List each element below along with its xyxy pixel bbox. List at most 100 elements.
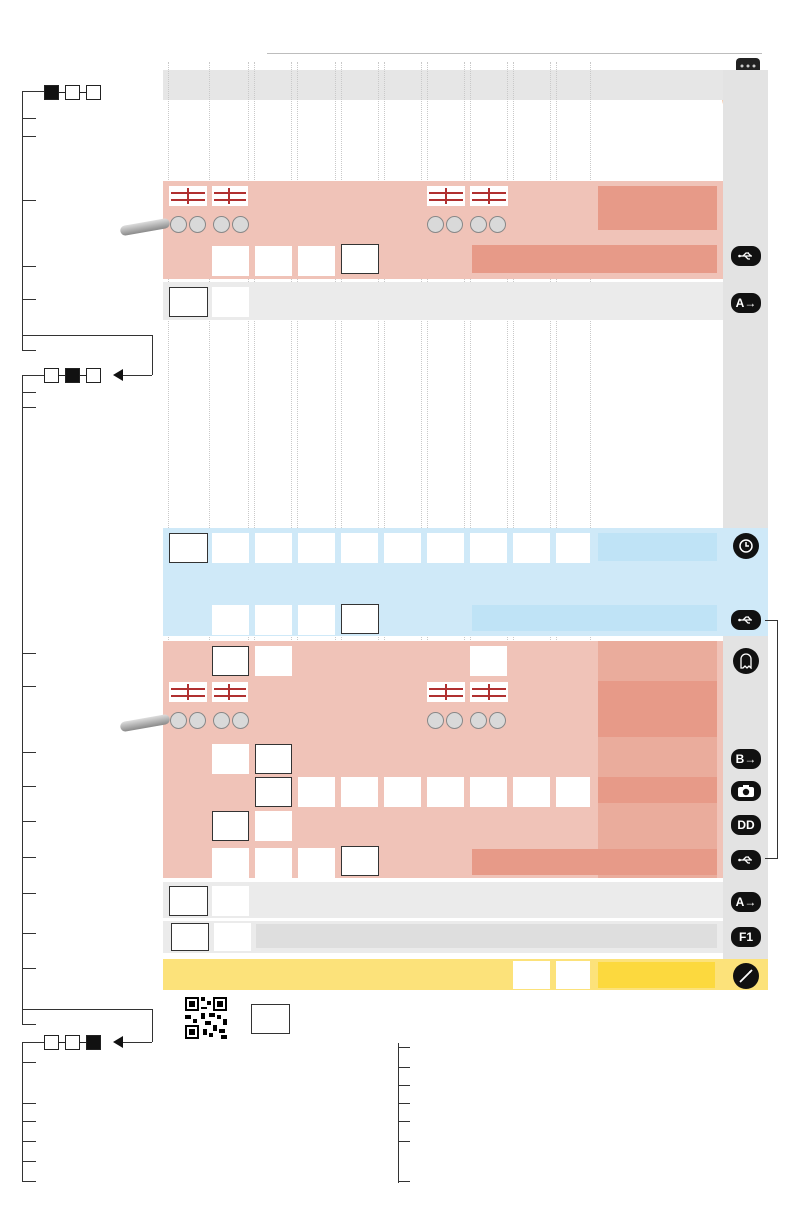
setting-box[interactable]	[255, 777, 292, 807]
setting-box[interactable]	[341, 604, 379, 634]
fader-grid	[212, 186, 248, 206]
setting-box[interactable]	[470, 777, 507, 807]
setting-box[interactable]	[384, 533, 421, 563]
setting-box[interactable]	[470, 533, 507, 563]
mode-selector-1	[44, 85, 101, 100]
gray-section-1	[163, 282, 723, 320]
fader-grid	[169, 682, 207, 702]
setting-box[interactable]	[513, 961, 550, 989]
mode-square	[86, 85, 101, 100]
tree-line	[22, 91, 23, 351]
arrow-left-icon	[113, 369, 123, 381]
setting-box[interactable]	[556, 777, 590, 807]
setting-box[interactable]	[341, 533, 378, 563]
mode-square	[86, 368, 101, 383]
clock-icon[interactable]	[733, 533, 759, 559]
setting-box[interactable]	[255, 848, 292, 878]
blue-strip	[472, 605, 717, 631]
setting-box[interactable]	[298, 533, 335, 563]
salmon-strip	[598, 641, 717, 878]
setting-box[interactable]	[341, 244, 379, 274]
setting-box[interactable]	[255, 646, 292, 676]
setting-box[interactable]	[251, 1004, 290, 1034]
setting-box[interactable]	[212, 246, 249, 276]
usb-icon[interactable]	[731, 246, 761, 266]
gray-strip	[256, 924, 717, 948]
setting-box[interactable]	[427, 533, 464, 563]
setting-box[interactable]	[298, 246, 335, 276]
camera-icon[interactable]	[731, 781, 761, 801]
gray-section-2	[163, 882, 723, 918]
b-input-icon[interactable]: B →	[731, 749, 761, 769]
mode-square	[65, 368, 80, 383]
fader-grid	[470, 682, 508, 702]
mode-square	[44, 368, 59, 383]
mode-square	[65, 1035, 80, 1050]
mode-square	[44, 1035, 59, 1050]
setting-box[interactable]	[341, 846, 379, 876]
setting-box[interactable]	[255, 744, 292, 774]
setting-box[interactable]	[255, 246, 292, 276]
setting-box[interactable]	[470, 646, 507, 676]
fader-grid	[169, 186, 207, 206]
salmon-strip	[598, 777, 717, 803]
setting-box[interactable]	[212, 605, 249, 635]
usb-icon[interactable]	[731, 850, 761, 870]
setting-box[interactable]	[556, 961, 590, 989]
setting-box[interactable]	[513, 533, 550, 563]
bracket	[765, 620, 778, 859]
setting-box[interactable]	[169, 533, 208, 563]
setting-box[interactable]	[212, 811, 249, 841]
mode-square	[44, 85, 59, 100]
tree-line	[22, 1042, 23, 1182]
top-rule	[267, 53, 762, 54]
setting-box[interactable]	[212, 848, 249, 878]
setting-box[interactable]	[255, 533, 292, 563]
setting-box[interactable]	[212, 886, 249, 916]
setting-box[interactable]	[513, 777, 550, 807]
setting-box[interactable]	[298, 605, 335, 635]
mode-square	[86, 1035, 101, 1050]
salmon-strip	[472, 245, 717, 273]
salmon-strip	[472, 849, 717, 875]
setting-box[interactable]	[384, 777, 421, 807]
setting-box[interactable]	[212, 646, 249, 676]
setting-box[interactable]	[169, 886, 208, 916]
setting-box[interactable]	[212, 744, 249, 774]
fader-grid	[427, 682, 465, 702]
signal-icon[interactable]	[733, 963, 759, 989]
setting-box[interactable]	[427, 777, 464, 807]
tree-line	[22, 375, 23, 1025]
fader-grid	[470, 186, 508, 206]
salmon-strip	[598, 681, 717, 737]
mode-selector-2	[44, 368, 101, 383]
blue-strip	[598, 533, 717, 561]
mode-selector-3	[44, 1035, 101, 1050]
dd-icon[interactable]: DD	[731, 815, 761, 835]
yellow-strip	[598, 962, 715, 988]
arrow-left-icon	[113, 1036, 123, 1048]
header-band	[163, 70, 723, 100]
a-input-icon[interactable]: A →	[731, 293, 761, 313]
setting-box[interactable]	[169, 287, 208, 317]
setting-box[interactable]	[556, 533, 590, 563]
tree-line	[398, 1043, 399, 1183]
setting-box[interactable]	[171, 923, 209, 951]
f1-key-icon[interactable]: F1	[731, 927, 761, 947]
setting-box[interactable]	[341, 777, 378, 807]
setting-box[interactable]	[212, 533, 249, 563]
setting-box[interactable]	[255, 811, 292, 841]
setting-box[interactable]	[212, 287, 249, 317]
salmon-strip	[598, 186, 717, 230]
fader-grid	[212, 682, 248, 702]
qr-code	[183, 995, 229, 1041]
setting-box[interactable]	[255, 605, 292, 635]
a-input-icon[interactable]: A →	[731, 892, 761, 912]
usb-icon[interactable]	[731, 610, 761, 630]
setting-box[interactable]	[298, 848, 335, 878]
setting-box[interactable]	[214, 923, 251, 951]
fader-grid	[427, 186, 465, 206]
mode-square	[65, 85, 80, 100]
ghost-icon[interactable]	[733, 648, 759, 674]
setting-box[interactable]	[298, 777, 335, 807]
